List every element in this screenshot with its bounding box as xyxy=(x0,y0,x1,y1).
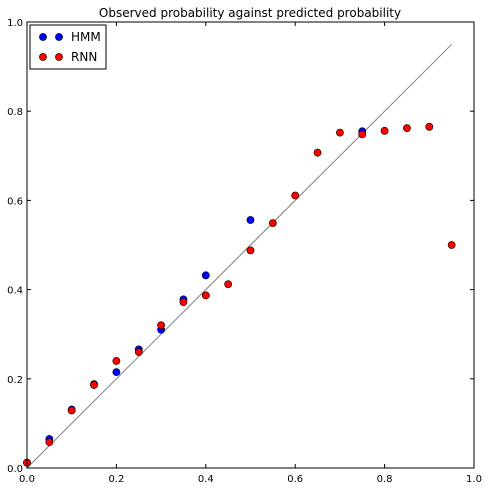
y-tick-label: 0.2 xyxy=(7,375,23,386)
rnn-point-19 xyxy=(447,241,456,249)
legend-label-hmm: HMM xyxy=(71,30,101,44)
rnn-point-1 xyxy=(45,438,54,447)
rnn-point-6 xyxy=(157,321,165,330)
legend-box xyxy=(29,24,107,70)
x-tick-label: 0.4 xyxy=(198,474,214,485)
rnn-point-14 xyxy=(335,128,344,137)
rnn-point-12 xyxy=(291,191,300,200)
rnn-point-17 xyxy=(403,124,411,133)
rnn-point-3 xyxy=(90,381,98,389)
legend-label-rnn: RNN xyxy=(71,50,97,64)
rnn-point-4 xyxy=(112,357,121,365)
x-tick-label: 0.2 xyxy=(108,474,124,485)
legend-marker-hmm xyxy=(39,33,47,41)
rnn-point-2 xyxy=(67,406,76,415)
chart-title: Observed probability against predicted p… xyxy=(99,6,401,20)
rnn-point-9 xyxy=(224,280,233,289)
hmm-point-8 xyxy=(201,271,210,280)
hmm-point-4 xyxy=(112,368,121,377)
y-tick-label: 0.4 xyxy=(7,286,23,297)
rnn-point-18 xyxy=(425,122,434,131)
rnn-point-10 xyxy=(246,246,255,255)
x-tick-label: 0.8 xyxy=(377,474,393,485)
y-tick-label: 0.6 xyxy=(7,196,23,207)
legend-marker-rnn xyxy=(39,53,47,61)
rnn-point-7 xyxy=(179,298,188,306)
legend-marker-rnn xyxy=(55,53,63,61)
rnn-point-11 xyxy=(268,219,277,228)
rnn-point-13 xyxy=(313,148,322,157)
rnn-point-15 xyxy=(358,130,367,139)
rnn-point-8 xyxy=(201,291,210,300)
x-tick-label: 0.0 xyxy=(19,474,35,485)
reference-line xyxy=(26,43,453,469)
legend: HMM RNN xyxy=(29,24,107,70)
rnn-point-5 xyxy=(134,348,143,356)
y-tick-label: 1.0 xyxy=(7,18,23,29)
legend-marker-hmm xyxy=(55,33,63,41)
x-tick-label: 1.0 xyxy=(466,474,482,485)
plot-frame xyxy=(26,21,475,469)
y-tick-label: 0.0 xyxy=(7,464,23,475)
rnn-point-16 xyxy=(380,126,389,135)
x-tick-label: 0.6 xyxy=(287,474,303,485)
y-tick-label: 0.8 xyxy=(7,107,23,118)
hmm-point-9 xyxy=(246,216,255,224)
